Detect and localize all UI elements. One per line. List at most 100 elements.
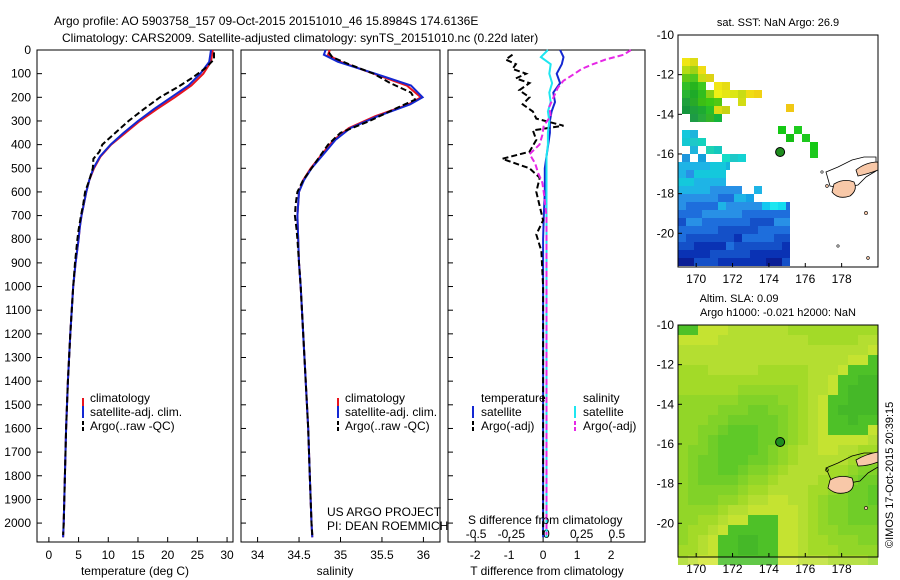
sla-cell — [768, 515, 778, 525]
sst-cell — [734, 226, 742, 234]
sst-cell — [738, 98, 746, 106]
sla-cell — [758, 385, 768, 395]
sla-cell — [688, 525, 698, 535]
sla-cell — [718, 545, 728, 555]
sla-cell — [858, 525, 868, 535]
y-tick-label: 1400 — [4, 374, 31, 388]
sla-cell — [678, 335, 688, 345]
sst-cell — [726, 258, 734, 266]
sla-cell — [678, 425, 688, 435]
header-line2: Climatology: CARS2009. Satellite-adjuste… — [62, 31, 538, 45]
sst-cell — [766, 210, 774, 218]
sla-cell — [778, 485, 788, 495]
sla-cell — [798, 425, 808, 435]
top-x-tick-label: -0.25 — [498, 527, 526, 541]
sst-cell — [722, 154, 730, 162]
sst-cell — [694, 250, 702, 258]
map-x-tick-label: 174 — [759, 562, 779, 576]
sla-cell — [828, 555, 838, 565]
sla-cell — [818, 385, 828, 395]
sla-cell — [788, 445, 798, 455]
series-line-climatology — [62, 49, 214, 538]
sla-cell — [828, 345, 838, 355]
sst-cell — [726, 202, 734, 210]
x-tick-label: 25 — [191, 548, 205, 562]
sst-cell — [786, 134, 794, 142]
sst-cell — [742, 242, 750, 250]
sla-cell — [768, 505, 778, 515]
sst-cell — [714, 98, 722, 106]
sla-cell — [788, 515, 798, 525]
x-tick-label: 5 — [75, 548, 82, 562]
y-tick-label: 1100 — [5, 303, 31, 317]
sla-cell — [868, 545, 878, 555]
sst-cell — [722, 90, 730, 98]
sst-cell — [758, 242, 766, 250]
sla-cell — [848, 385, 858, 395]
temperature-xlabel: temperature (deg C) — [81, 564, 189, 578]
y-tick-label: 1700 — [4, 445, 31, 459]
sla-cell — [678, 535, 688, 545]
sla-cell — [848, 405, 858, 415]
sla-cell — [738, 355, 748, 365]
sst-cell — [702, 250, 710, 258]
sst-cell — [702, 186, 710, 194]
sla-cell — [748, 485, 758, 495]
sla-cell — [768, 385, 778, 395]
sst-cell — [774, 234, 782, 242]
sla-map-title-2: Argo h1000: -0.021 h2000: NaN — [700, 307, 856, 319]
sst-cell — [778, 202, 786, 210]
sla-cell — [708, 425, 718, 435]
sla-cell — [868, 495, 878, 505]
sla-cell — [718, 425, 728, 435]
sst-cell — [710, 194, 718, 202]
sla-cell — [758, 345, 768, 355]
sla-cell — [838, 335, 848, 345]
sst-cell — [694, 258, 702, 266]
sla-cell — [698, 405, 708, 415]
sla-cell — [778, 335, 788, 345]
sst-cell — [690, 82, 698, 90]
sla-cell — [738, 445, 748, 455]
sla-cell — [838, 505, 848, 515]
sst-cell — [678, 210, 686, 218]
sla-cell — [698, 465, 708, 475]
y-tick-label: 1300 — [4, 351, 31, 365]
sla-map-title-1: Altim. SLA: 0.09 — [700, 293, 779, 305]
sla-cell — [798, 385, 808, 395]
sla-cell — [868, 425, 878, 435]
sla-cell — [688, 495, 698, 505]
sst-cell — [734, 242, 742, 250]
legend-climatology-label: climatology — [90, 391, 150, 405]
sla-cell — [798, 355, 808, 365]
sst-cell — [694, 162, 702, 170]
sla-cell — [708, 325, 718, 335]
sla-cell — [748, 535, 758, 545]
sla-cell — [788, 465, 798, 475]
sla-cell — [698, 555, 708, 565]
sst-cell — [694, 170, 702, 178]
sla-cell — [688, 505, 698, 515]
sst-cell — [718, 162, 726, 170]
sla-cell — [778, 355, 788, 365]
sla-cell — [678, 555, 688, 565]
sst-cell — [766, 226, 774, 234]
sst-cell — [802, 134, 810, 142]
sla-cell — [748, 375, 758, 385]
sla-cell — [748, 445, 758, 455]
sla-cell — [838, 465, 848, 475]
sla-cell — [828, 525, 838, 535]
sla-cell — [688, 475, 698, 485]
sst-cell — [710, 162, 718, 170]
sla-cell — [728, 445, 738, 455]
sst-cell — [690, 106, 698, 114]
sla-cell — [708, 345, 718, 355]
sla-cell — [798, 395, 808, 405]
sla-cell — [808, 485, 818, 495]
y-tick-label: 1900 — [4, 492, 31, 506]
sla-cell — [788, 485, 798, 495]
sla-cell — [718, 435, 728, 445]
sla-cell — [778, 545, 788, 555]
sla-cell — [808, 545, 818, 555]
argo-position-marker — [775, 147, 786, 157]
